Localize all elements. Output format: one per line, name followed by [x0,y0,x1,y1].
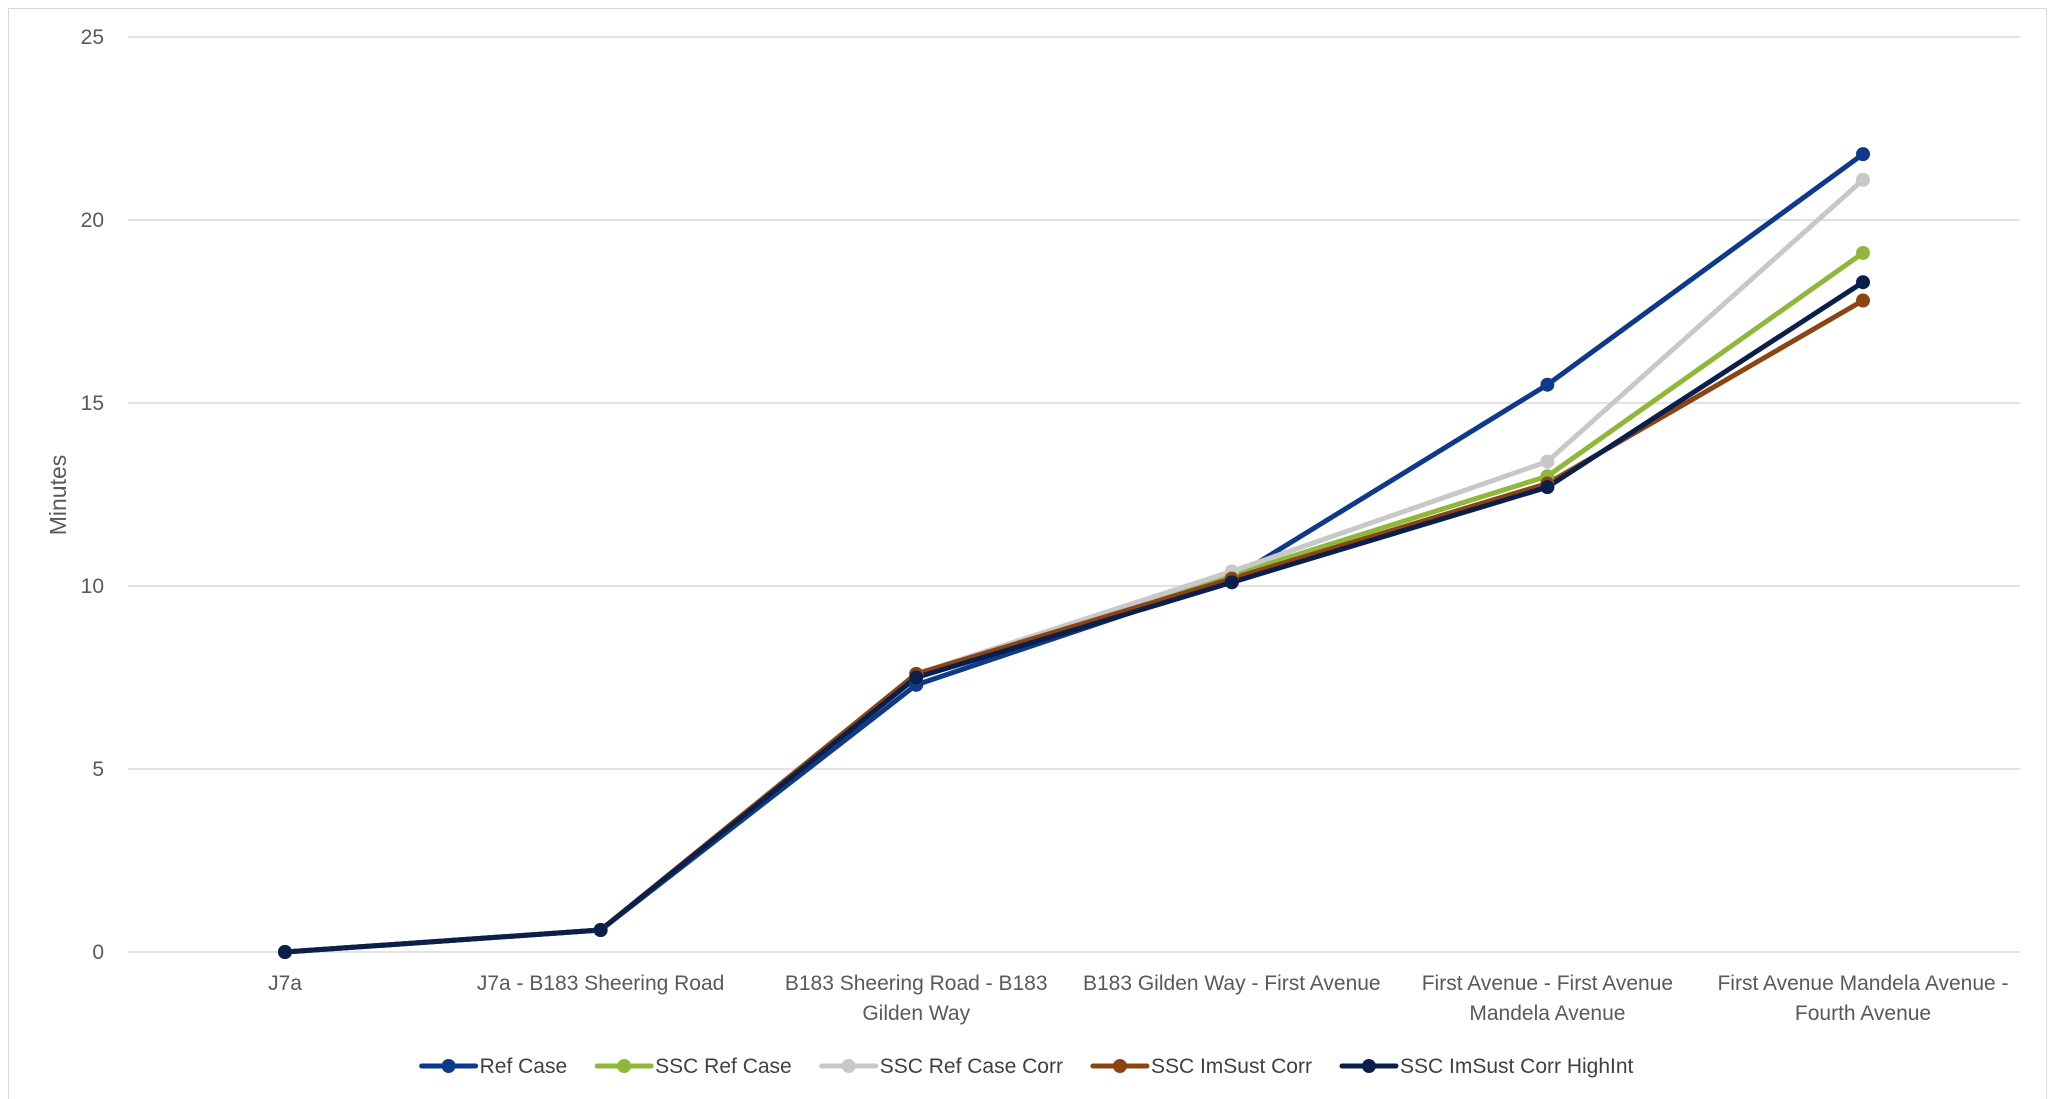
data-point-ssc-imsust-corr-highint [278,945,292,959]
x-tick-label: First Avenue Mandela Avenue -Fourth Aven… [1717,972,2008,1025]
y-tick-label: 15 [81,392,104,415]
legend-item: SSC Ref Case Corr [819,1055,1063,1078]
data-point-ssc-imsust-corr-highint [1540,480,1555,495]
y-tick-label: 25 [81,26,104,49]
x-tick-label: B183 Gilden Way - First Avenue [1083,972,1381,995]
y-tick-label: 5 [92,758,104,781]
gridlines [128,36,2020,953]
legend-swatch-marker [1112,1059,1127,1073]
data-point-ssc-ref-case [1856,245,1870,260]
legend-item: SSC Ref Case [594,1055,792,1078]
legend-item: SSC ImSust Corr [1090,1055,1312,1078]
legend-label: SSC Ref Case [655,1055,792,1078]
y-axis-ticks: 0 5 10 15 20 25 [81,26,104,964]
series-line-ssc-ref-case [282,250,1866,955]
series-lines [282,151,1866,955]
y-tick-label: 20 [81,209,104,232]
series-line-ref-case [282,151,1866,955]
data-point-ssc-imsust-corr [1856,293,1870,308]
data-point-ref-case [1540,377,1555,392]
legend-label: Ref Case [480,1055,568,1078]
y-axis-title: Minutes [45,455,71,536]
legend-item: SSC ImSust Corr HighInt [1339,1055,1634,1078]
data-point-ssc-imsust-corr-highint [1224,575,1239,590]
data-point-ssc-ref-case-corr [1856,172,1870,187]
series-line-ssc-imsust-corr [282,298,1866,955]
y-tick-label: 10 [81,575,104,598]
data-point-ref-case [1856,147,1870,162]
x-tick-label: J7a - B183 Sheering Road [477,972,725,995]
series-points [278,147,1870,959]
legend-swatch-marker [441,1059,456,1073]
data-point-ssc-imsust-corr-highint [909,670,924,685]
data-point-ssc-imsust-corr-highint [1856,275,1870,290]
series-line-ssc-imsust-corr-highint [282,279,1866,955]
x-tick-label: First Avenue - First Avenue Mandela Avenu… [1422,972,1673,1025]
legend: Ref Case SSC Ref Case SSC Ref Case Corr SSC… [419,1055,1634,1078]
data-point-ssc-imsust-corr-highint [593,923,608,938]
y-tick-label: 0 [92,941,104,964]
legend-label: SSC ImSust Corr HighInt [1400,1055,1634,1078]
x-tick-label: B183 Sheering Road - B183 Gilden Way [785,972,1048,1025]
legend-label: SSC ImSust Corr [1151,1055,1312,1078]
chart-frame [8,8,2047,1099]
legend-item: Ref Case [419,1055,568,1078]
legend-swatch-marker [841,1059,856,1073]
legend-label: SSC Ref Case Corr [880,1055,1063,1078]
series-line-ssc-ref-case-corr [282,177,1866,955]
legend-swatch-marker [1361,1059,1376,1073]
x-tick-label: J7a [268,972,302,995]
x-axis-ticks: J7a J7a - B183 Sheering Road B183 Sheering… [268,972,2008,1025]
data-point-ssc-ref-case-corr [1540,454,1555,469]
legend-swatch-marker [617,1059,632,1073]
